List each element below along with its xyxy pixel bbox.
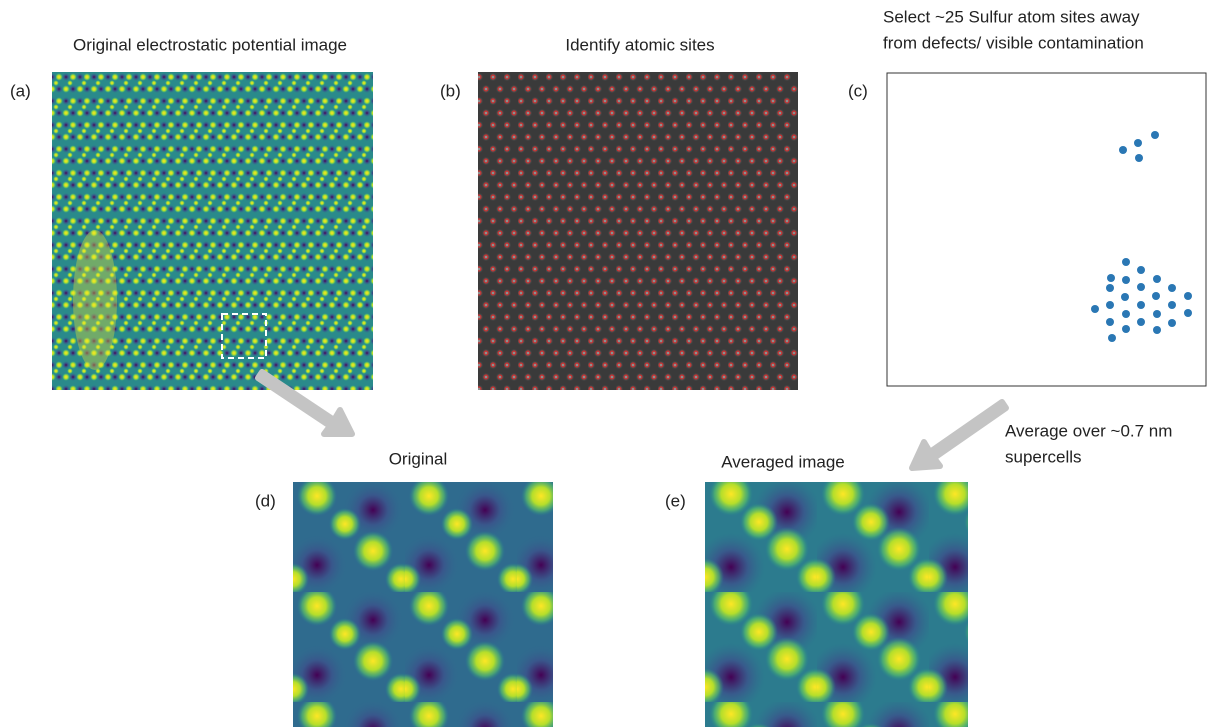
site-marker — [1137, 301, 1145, 309]
site-marker — [1152, 292, 1160, 300]
averaged-image — [705, 482, 968, 727]
site-marker — [1106, 301, 1114, 309]
figure: Original electrostatic potential image (… — [0, 0, 1225, 727]
arrow — [912, 402, 1006, 468]
site-marker — [1091, 305, 1099, 313]
site-marker — [1137, 266, 1145, 274]
site-marker — [1122, 310, 1130, 318]
site-marker — [1153, 310, 1161, 318]
site-marker — [1168, 284, 1176, 292]
annotation: supercells — [1005, 447, 1082, 466]
site-marker — [1153, 326, 1161, 334]
site-marker — [1135, 154, 1143, 162]
annotation: Average over ~0.7 nm — [1005, 421, 1172, 440]
panel-title: Original electrostatic potential image — [73, 35, 347, 54]
site-marker — [1184, 309, 1192, 317]
site-marker — [1122, 276, 1130, 284]
site-marker — [1168, 301, 1176, 309]
site-marker — [1184, 292, 1192, 300]
scatter-frame — [887, 73, 1206, 386]
panel-title: Averaged image — [721, 452, 845, 471]
site-marker — [1137, 283, 1145, 291]
site-marker — [1153, 275, 1161, 283]
contamination — [73, 230, 117, 370]
panel-label: (b) — [440, 81, 461, 100]
original-crop — [293, 482, 553, 727]
site-marker — [1168, 319, 1176, 327]
panel-label: (d) — [255, 491, 276, 510]
site-marker — [1122, 325, 1130, 333]
sites-image — [478, 72, 798, 390]
site-marker — [1151, 131, 1159, 139]
site-marker — [1137, 318, 1145, 326]
panel-title: Select ~25 Sulfur atom sites away — [883, 7, 1140, 26]
site-marker — [1122, 258, 1130, 266]
site-marker — [1106, 318, 1114, 326]
panel-label: (a) — [10, 81, 31, 100]
panel-title: Original — [389, 449, 448, 468]
site-marker — [1107, 274, 1115, 282]
site-marker — [1119, 146, 1127, 154]
site-marker — [1134, 139, 1142, 147]
panel-title: from defects/ visible contamination — [883, 33, 1144, 52]
panel-label: (e) — [665, 491, 686, 510]
panel-label: (c) — [848, 81, 868, 100]
panel-title: Identify atomic sites — [565, 35, 714, 54]
site-marker — [1106, 284, 1114, 292]
site-marker — [1121, 293, 1129, 301]
site-marker — [1108, 334, 1116, 342]
